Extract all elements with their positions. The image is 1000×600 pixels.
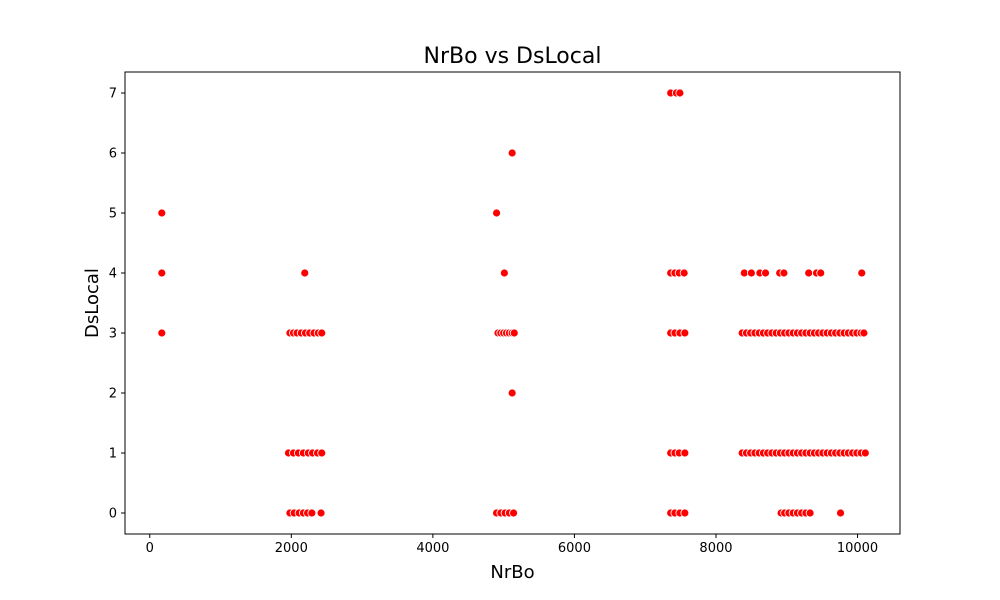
scatter-point [680, 508, 690, 518]
scatter-point [157, 208, 167, 218]
scatter-point [804, 268, 814, 278]
scatter-point [492, 208, 501, 218]
y-tick-label: 4 [109, 267, 117, 282]
scatter-point [157, 268, 167, 278]
plot-area [124, 71, 901, 535]
x-tick-label: 0 [146, 541, 154, 556]
scatter-point [499, 268, 509, 278]
scatter-point [300, 268, 310, 278]
x-tick-label: 10000 [837, 541, 878, 556]
scatter-point [317, 328, 327, 338]
scatter-point [860, 448, 870, 458]
scatter-point [307, 508, 317, 518]
data-points [157, 88, 870, 518]
scatter-point [761, 268, 770, 278]
x-tick-label: 8000 [699, 541, 732, 556]
scatter-point [509, 508, 518, 518]
x-axis-ticks: 0 2000 4000 6000 8000 10000 [146, 534, 878, 556]
y-tick-label: 6 [109, 147, 117, 162]
scatter-point [836, 508, 845, 518]
scatter-point [680, 328, 690, 338]
scatter-point [859, 328, 869, 338]
x-axis-label: NrBo [490, 562, 534, 583]
chart-title: NrBo vs DsLocal [424, 44, 602, 69]
y-axis-ticks: 0 1 2 3 4 5 6 7 [109, 87, 125, 522]
scatter-point [316, 508, 326, 518]
scatter-point [507, 148, 517, 158]
x-tick-label: 2000 [275, 541, 308, 556]
scatter-point [679, 268, 689, 278]
y-tick-label: 5 [109, 207, 117, 222]
scatter-point [680, 448, 690, 458]
x-tick-label: 4000 [416, 541, 449, 556]
scatter-point [675, 88, 685, 98]
scatter-point [816, 268, 826, 278]
scatter-point [509, 328, 519, 338]
y-tick-label: 2 [109, 387, 117, 402]
y-axis-label: DsLocal [82, 268, 103, 338]
y-tick-label: 3 [109, 327, 117, 342]
scatter-point [857, 268, 867, 278]
y-tick-label: 1 [109, 447, 117, 462]
x-tick-label: 6000 [558, 541, 591, 556]
y-tick-label: 7 [109, 87, 117, 102]
scatter-point [779, 268, 789, 278]
scatter-point [317, 448, 327, 458]
y-tick-label: 0 [109, 507, 117, 522]
scatter-point [157, 328, 167, 338]
scatter-point [805, 508, 815, 518]
scatter-point [507, 388, 517, 398]
scatter-point [746, 268, 756, 278]
